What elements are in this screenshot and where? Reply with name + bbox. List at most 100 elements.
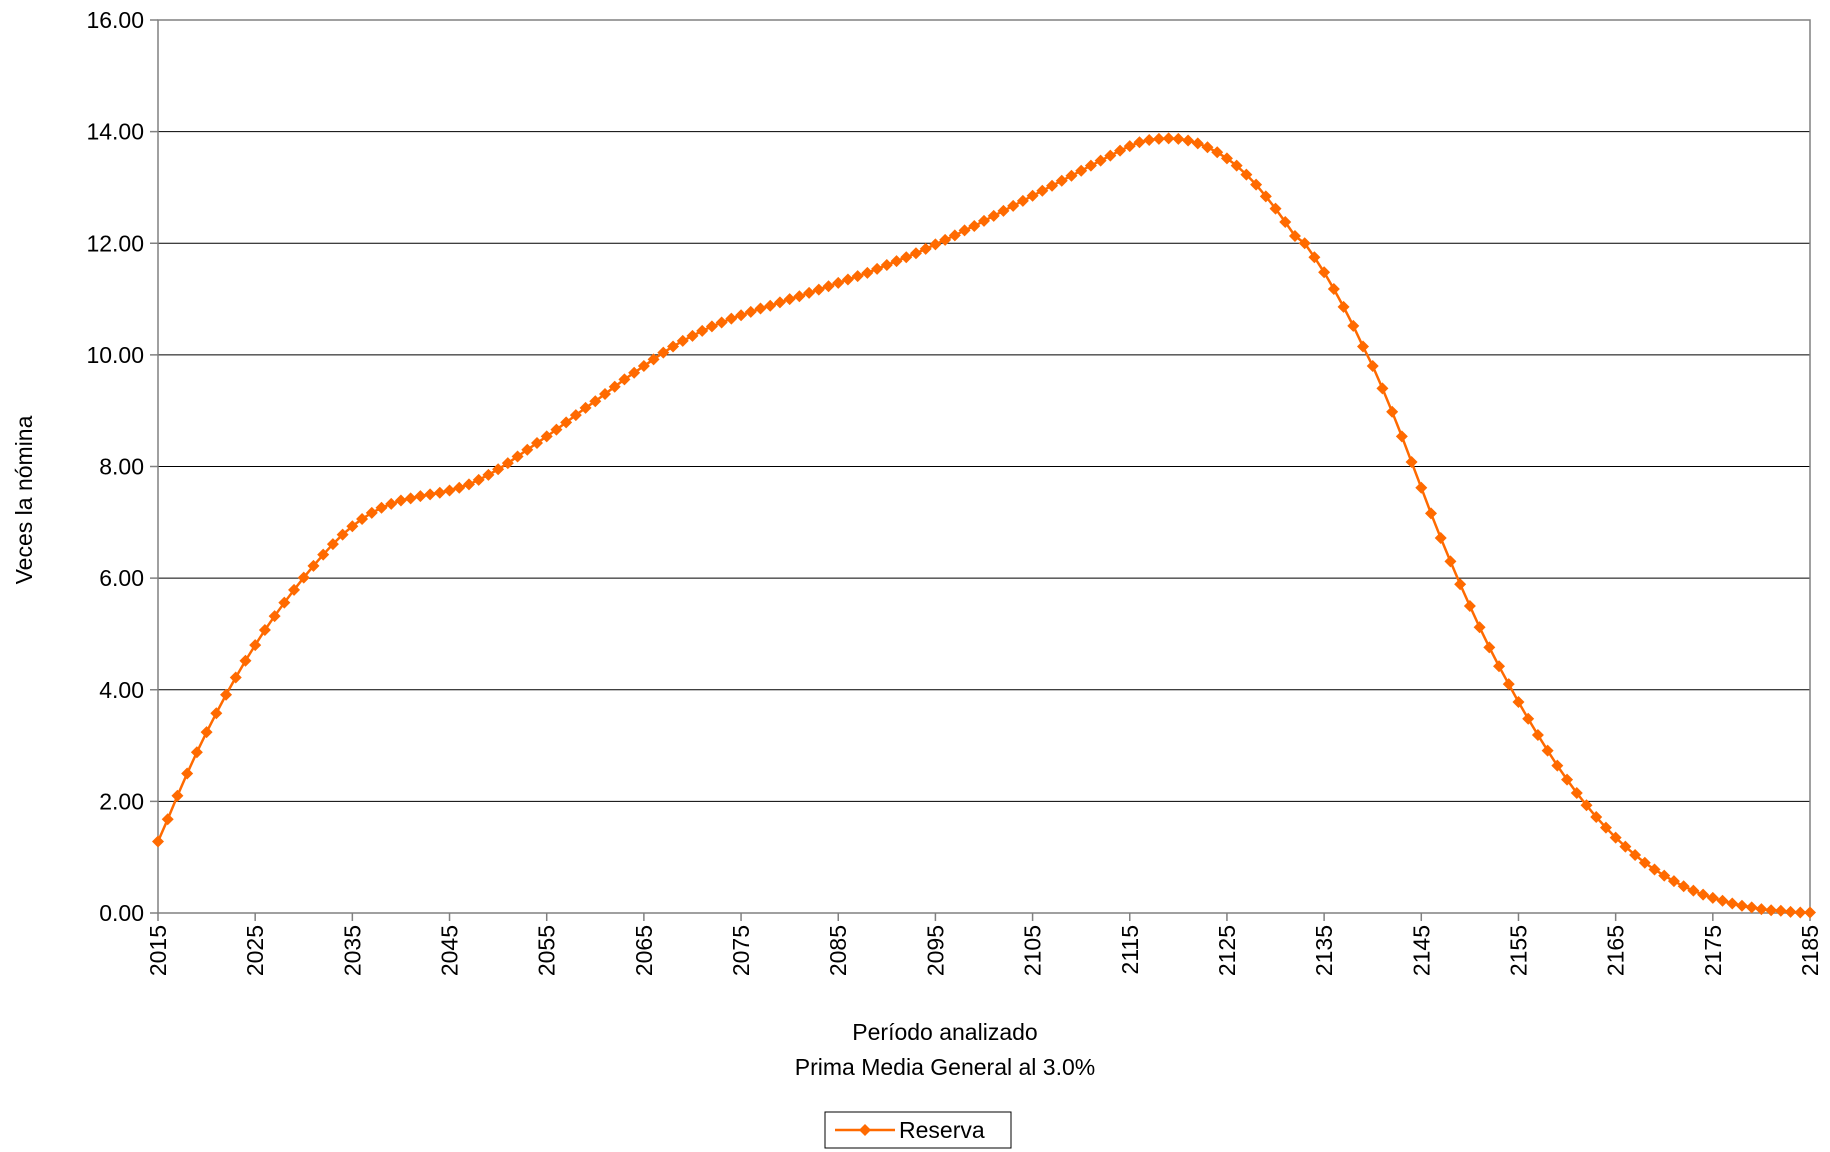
marker	[1318, 266, 1331, 279]
chart-subtitle: Prima Media General al 3.0%	[795, 1054, 1095, 1080]
x-tick-label: 2045	[437, 925, 463, 976]
marker	[1288, 229, 1301, 242]
marker	[1327, 283, 1340, 296]
x-tick-label: 2035	[339, 925, 365, 976]
marker	[1182, 134, 1195, 147]
marker	[1706, 891, 1719, 904]
marker	[618, 373, 631, 386]
marker	[190, 746, 203, 759]
marker	[1162, 132, 1175, 145]
marker	[608, 380, 621, 393]
marker	[1794, 906, 1807, 919]
marker	[220, 688, 233, 701]
x-axis-title: Período analizado	[852, 1019, 1037, 1045]
marker	[968, 219, 981, 232]
marker	[1590, 811, 1603, 824]
marker	[550, 423, 563, 436]
y-tick-label: 4.00	[99, 677, 144, 703]
x-tick-label: 2025	[242, 925, 268, 976]
x-tick-label: 2155	[1505, 925, 1531, 976]
x-tick-label: 2115	[1117, 925, 1143, 974]
y-tick-label: 0.00	[99, 900, 144, 926]
marker	[1454, 578, 1467, 591]
marker	[948, 229, 961, 242]
marker	[375, 501, 388, 514]
marker	[1036, 184, 1049, 197]
marker	[939, 233, 952, 246]
x-tick-label: 2075	[728, 925, 754, 976]
marker	[1648, 863, 1661, 876]
marker	[229, 671, 242, 684]
marker	[1055, 174, 1068, 187]
marker	[385, 497, 398, 510]
marker	[482, 468, 495, 481]
marker	[356, 512, 369, 525]
marker	[1745, 901, 1758, 914]
marker	[1337, 300, 1350, 313]
marker	[997, 204, 1010, 217]
marker	[1220, 152, 1233, 165]
plot-border	[157, 19, 1811, 914]
marker	[871, 262, 884, 275]
y-tick-label: 10.00	[86, 342, 144, 368]
marker	[1658, 869, 1671, 882]
marker	[258, 624, 271, 637]
marker	[472, 473, 485, 486]
marker	[1386, 405, 1399, 418]
marker	[647, 353, 660, 366]
marker	[880, 259, 893, 272]
y-axis-title: Veces la nómina	[11, 415, 37, 584]
marker	[200, 726, 213, 739]
marker	[453, 481, 466, 494]
marker	[1298, 237, 1311, 250]
marker	[773, 296, 786, 309]
marker	[288, 583, 301, 596]
marker	[317, 548, 330, 561]
marker	[1561, 773, 1574, 786]
x-tick-label: 2095	[922, 925, 948, 976]
marker	[210, 707, 223, 720]
marker	[1065, 169, 1078, 182]
marker	[1619, 840, 1632, 853]
marker	[822, 280, 835, 293]
marker	[1463, 600, 1476, 613]
marker	[1425, 507, 1438, 520]
marker	[1123, 140, 1136, 153]
line	[156, 137, 1810, 914]
marker	[803, 286, 816, 299]
x-tick-label: 2065	[631, 925, 657, 976]
marker	[1473, 621, 1486, 634]
marker	[346, 520, 359, 533]
marker	[589, 395, 602, 408]
marker	[667, 340, 680, 353]
marker	[1512, 696, 1525, 709]
marker	[890, 255, 903, 268]
marker	[1502, 678, 1515, 691]
marker	[1269, 202, 1282, 215]
marker	[978, 214, 990, 227]
marker	[628, 366, 641, 379]
marker	[560, 416, 573, 429]
marker	[1804, 906, 1816, 919]
marker	[326, 538, 339, 551]
marker	[1677, 880, 1690, 893]
marker	[1308, 251, 1321, 264]
marker	[1774, 904, 1787, 917]
marker	[832, 276, 845, 289]
marker	[569, 409, 582, 422]
marker	[1405, 456, 1418, 469]
marker	[365, 506, 378, 519]
marker	[1551, 759, 1564, 772]
marker	[929, 238, 942, 251]
marker	[851, 270, 864, 283]
marker	[793, 290, 806, 303]
marker	[1201, 141, 1214, 154]
marker	[1531, 728, 1544, 741]
marker	[909, 247, 922, 260]
marker	[783, 293, 796, 306]
x-tick-label: 2015	[145, 925, 171, 976]
x-tick-label: 2165	[1603, 925, 1629, 976]
marker	[1522, 712, 1535, 725]
